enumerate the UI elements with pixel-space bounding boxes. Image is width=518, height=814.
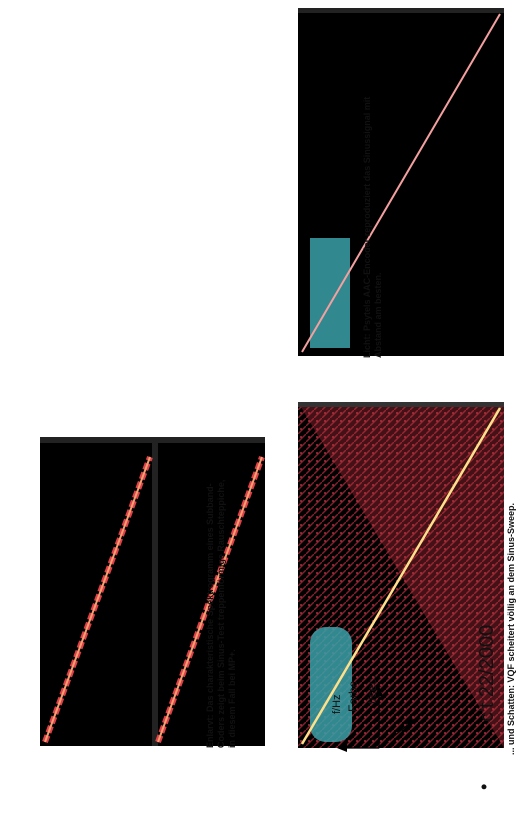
aac-caption: Licht: Psytels AAC-Encoder reproduziert … bbox=[362, 97, 384, 358]
aac-spectrogram bbox=[298, 8, 504, 356]
aac-caption-line-2: Abstand am besten. bbox=[373, 272, 383, 358]
subband-caption-line-1: Enlarvt: Das charakteristische Spektrogr… bbox=[205, 483, 215, 748]
aac-spectrogram-plot bbox=[298, 8, 504, 353]
legend-color-label: Farbe bbox=[346, 680, 360, 712]
t-axis-arrowhead-icon bbox=[375, 686, 383, 696]
source-text: c't 22/2000 bbox=[476, 624, 498, 722]
subband-caption: Enlarvt: Das charakteristische Spektrogr… bbox=[205, 480, 238, 748]
vqf-spectrogram-plot bbox=[298, 402, 504, 748]
legend-f-axis-label: f/Hz bbox=[331, 694, 343, 714]
subband-caption-line-3: in diesem Fall bei MP+. bbox=[227, 649, 237, 748]
subband-spectrogram bbox=[40, 437, 265, 746]
vqf-spectrogram bbox=[298, 402, 504, 748]
source-bullet: • bbox=[474, 783, 494, 790]
legend-t-axis-label: t/sec. bbox=[365, 675, 379, 704]
subband-spectrogram-plot bbox=[40, 437, 265, 746]
aac-caption-line-1: Licht: Psytels AAC-Encoder reproduziert … bbox=[362, 96, 372, 358]
vqf-caption-line-1: ... und Schatten: VQF scheitert völlig a… bbox=[506, 502, 516, 755]
color-axis-arrowhead-icon bbox=[405, 719, 415, 728]
subband-caption-line-2: Coders zeigt beim Sinus-Test treppenförm… bbox=[216, 479, 226, 748]
legend-axes-diagram bbox=[337, 686, 415, 752]
f-axis-arrowhead-icon bbox=[337, 744, 347, 752]
vqf-caption: ... und Schatten: VQF scheitert völlig a… bbox=[506, 503, 517, 755]
